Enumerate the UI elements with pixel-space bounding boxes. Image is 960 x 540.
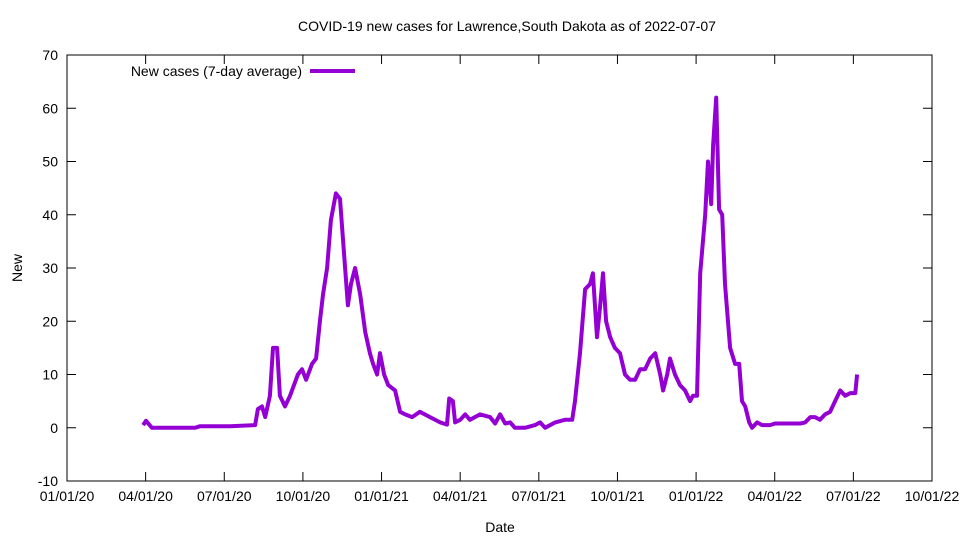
legend-label: New cases (7-day average) [131, 63, 302, 79]
x-axis: 01/01/20 04/01/20 07/01/20 10/01/20 01/01/21… [40, 55, 960, 504]
y-tick-label: 60 [42, 100, 58, 116]
y-tick-label: 20 [42, 313, 58, 329]
legend: New cases (7-day average) [131, 63, 355, 79]
y-axis: -10 0 10 20 30 40 50 60 70 [38, 47, 932, 489]
x-tick-label: 01/01/20 [40, 488, 95, 504]
y-tick-label: 40 [42, 207, 58, 223]
x-axis-label: Date [485, 519, 515, 535]
chart-title: COVID-19 new cases for Lawrence,South Da… [298, 18, 716, 34]
x-tick-label: 07/01/20 [197, 488, 252, 504]
y-tick-label: 10 [42, 367, 58, 383]
x-tick-label: 10/01/22 [905, 488, 960, 504]
y-axis-label: New [9, 253, 25, 282]
x-tick-label: 01/01/21 [354, 488, 409, 504]
x-tick-label: 01/01/22 [669, 488, 724, 504]
x-tick-label: 04/01/22 [747, 488, 802, 504]
series-line [141, 95, 860, 430]
x-tick-label: 10/01/21 [590, 488, 645, 504]
x-tick-label: 07/01/22 [826, 488, 881, 504]
x-tick-label: 07/01/21 [512, 488, 567, 504]
y-tick-label: -10 [38, 473, 58, 489]
y-tick-label: 30 [42, 260, 58, 276]
x-tick-label: 04/01/21 [433, 488, 488, 504]
y-tick-label: 70 [42, 47, 58, 63]
plot-border [66, 54, 933, 482]
y-tick-label: 50 [42, 154, 58, 170]
y-tick-label: 0 [50, 420, 58, 436]
x-tick-label: 10/01/20 [276, 488, 331, 504]
x-tick-label: 04/01/20 [118, 488, 173, 504]
